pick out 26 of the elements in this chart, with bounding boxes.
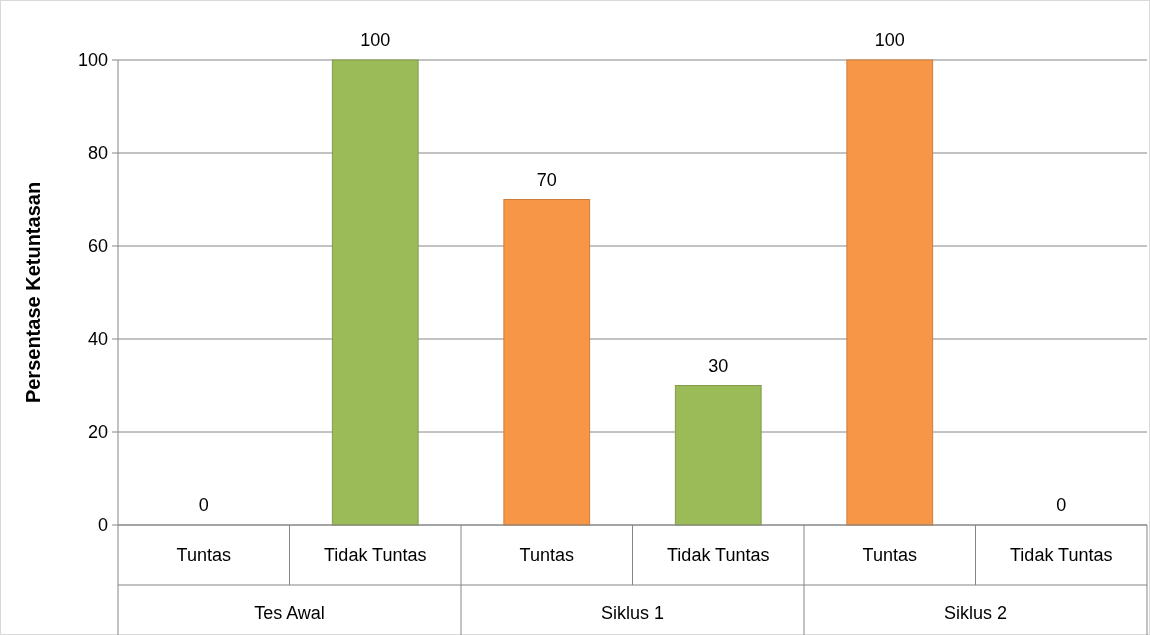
x-tick-label: Tidak Tuntas (667, 545, 770, 566)
y-tick-label: 60 (87, 236, 108, 257)
y-tick-label: 40 (87, 329, 108, 350)
y-axis-title: Persentase Ketuntasan (22, 181, 44, 404)
text: Siklus 1 (600, 603, 665, 624)
y-tick-label: 80 (87, 143, 108, 164)
x-tick-label: Tuntas (519, 545, 574, 566)
y-tick-label: 100 (77, 50, 108, 71)
text: Tes Awal (254, 603, 325, 624)
x-tick-label: Tidak Tuntas (324, 545, 427, 566)
data-label: 0 (198, 495, 209, 515)
data-label: 70 (536, 169, 557, 190)
x-tick-label: Tuntas (176, 545, 231, 566)
x-tick-label: Tidak Tuntas (1010, 545, 1113, 566)
bar (674, 385, 762, 526)
bar (503, 199, 591, 526)
data-label: 0 (1056, 495, 1067, 515)
data-label: 100 (874, 30, 905, 50)
bar (846, 59, 934, 526)
data-label: 100 (360, 30, 391, 50)
bar (331, 59, 419, 526)
text: Siklus 2 (943, 603, 1008, 624)
y-tick-label: 20 (87, 422, 108, 443)
y-tick-label: 0 (97, 515, 108, 536)
x-tick-label: Tuntas (862, 545, 917, 566)
data-label: 30 (708, 355, 729, 376)
